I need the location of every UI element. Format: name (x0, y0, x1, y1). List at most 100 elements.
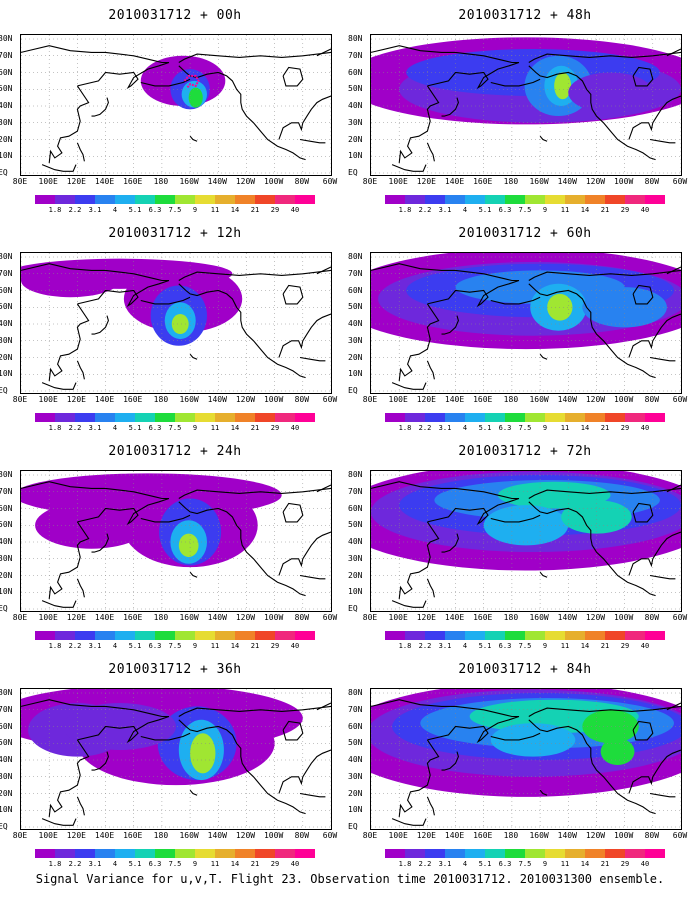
colorbar-label: 14 (230, 642, 240, 650)
coastline (398, 303, 440, 381)
lon-tick-label: 60W (672, 831, 688, 840)
coastline (178, 501, 306, 597)
coastline (77, 715, 170, 744)
coastline (316, 702, 331, 711)
coastline (278, 749, 331, 794)
colorbar-swatch (565, 195, 585, 204)
lat-tick-label: 60N (348, 67, 363, 77)
lon-tick-label: 140E (94, 177, 115, 186)
colorbar-swatch (195, 631, 215, 640)
panel-title: 2010031712 + 72h (458, 444, 592, 459)
colorbar-swatch (545, 195, 565, 204)
colorbar-label: 11 (560, 860, 570, 868)
lon-tick-label: 160E (123, 177, 143, 186)
colorbar-swatch (175, 413, 195, 422)
coastline (371, 481, 519, 500)
coastline (41, 600, 77, 608)
colorbar-label: 9 (542, 206, 548, 214)
colorbar-swatch (645, 631, 665, 640)
colorbar-label: 14 (580, 424, 590, 432)
variance-contour-fill (568, 72, 653, 113)
colorbar-swatch (55, 195, 75, 204)
colorbar-label: 2.2 (418, 860, 432, 868)
colorbar-swatch (235, 849, 255, 858)
coastline (490, 514, 541, 523)
coastline (189, 789, 198, 796)
colorbar-swatch (605, 195, 625, 204)
colorbar-swatch (625, 849, 645, 858)
lon-tick-label: 60W (322, 177, 338, 186)
lon-tick-label: 160W (179, 177, 199, 186)
lat-tick-label: EQ (0, 168, 8, 177)
colorbar-label: 2.2 (68, 424, 82, 432)
map-area (20, 34, 332, 176)
colorbar-swatch (75, 413, 95, 422)
map-svg (371, 35, 681, 175)
lon-tick-label: 140W (557, 831, 577, 840)
coastline (666, 48, 681, 57)
coastline (299, 138, 326, 144)
colorbar-label: 7.5 (518, 424, 532, 432)
lon-tick-label: 140E (444, 395, 465, 404)
lat-tick-label: 50N (348, 302, 363, 312)
coastline (77, 61, 170, 90)
lon-tick-label: 120E (66, 395, 86, 404)
colorbar-swatch (425, 849, 445, 858)
colorbar-label: 6.3 (148, 860, 162, 868)
panel-title: 2010031712 + 84h (458, 662, 592, 677)
coastline (649, 792, 676, 798)
colorbar-swatch (585, 195, 605, 204)
colorbar-label: 4 (462, 424, 468, 432)
coastline (398, 739, 440, 817)
colorbar-swatch (405, 413, 425, 422)
lon-tick-label: 140W (557, 177, 577, 186)
lat-tick-label: 80N (348, 470, 363, 479)
coastline (371, 699, 519, 718)
lat-tick-label: 70N (0, 704, 13, 714)
colorbar-swatch (175, 631, 195, 640)
colorbar-label: 9 (192, 424, 198, 432)
lat-tick-label: 80N (0, 470, 13, 479)
colorbar-swatch (565, 849, 585, 858)
colorbar-swatch (485, 195, 505, 204)
colorbar-label: 21 (600, 424, 610, 432)
coastline (91, 533, 109, 553)
colorbar-label: 40 (640, 424, 650, 432)
colorbar-swatch (155, 413, 175, 422)
coastline (632, 66, 654, 87)
colorbar-label: 7.5 (518, 206, 532, 214)
coastline (539, 571, 548, 578)
colorbar-label: 6.3 (498, 424, 512, 432)
colorbar-label: 21 (250, 424, 260, 432)
variance-contour-fill (171, 313, 189, 335)
coastline (282, 720, 304, 741)
colorbar-swatch (645, 849, 665, 858)
lat-tick-label: 10N (0, 369, 13, 379)
coastline (632, 502, 654, 523)
colorbar-swatch (625, 195, 645, 204)
colorbar-swatch (215, 631, 235, 640)
colorbar-label: 11 (210, 860, 220, 868)
lat-tick-label: 60N (348, 721, 363, 731)
colorbar-swatch (605, 413, 625, 422)
lon-tick-label: 60W (322, 395, 338, 404)
lat-tick-label: 20N (348, 352, 363, 362)
colorbar-swatch (215, 849, 235, 858)
panel-title: 2010031712 + 48h (458, 8, 592, 23)
coastline (666, 702, 681, 711)
lat-tick-label: 60N (0, 721, 13, 731)
colorbar-label: 4 (112, 860, 118, 868)
colorbar-label: 9 (192, 206, 198, 214)
colorbar-swatch (115, 631, 135, 640)
lon-tick-label: 100E (388, 395, 408, 404)
coastline (528, 501, 656, 597)
colorbar-label: 40 (640, 860, 650, 868)
colorbar-label: 5.1 (478, 642, 492, 650)
coastline (76, 142, 85, 162)
lat-tick-label: 50N (348, 520, 363, 530)
map-svg (371, 471, 681, 611)
colorbar-swatch (425, 195, 445, 204)
colorbar-label: 21 (250, 642, 260, 650)
lon-tick-label: 120W (585, 831, 606, 840)
variance-contour-fill (561, 500, 632, 534)
